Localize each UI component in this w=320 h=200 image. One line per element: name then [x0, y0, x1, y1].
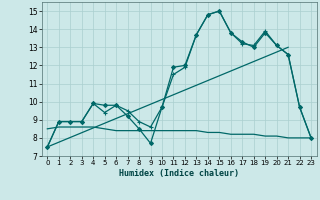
X-axis label: Humidex (Indice chaleur): Humidex (Indice chaleur) [119, 169, 239, 178]
